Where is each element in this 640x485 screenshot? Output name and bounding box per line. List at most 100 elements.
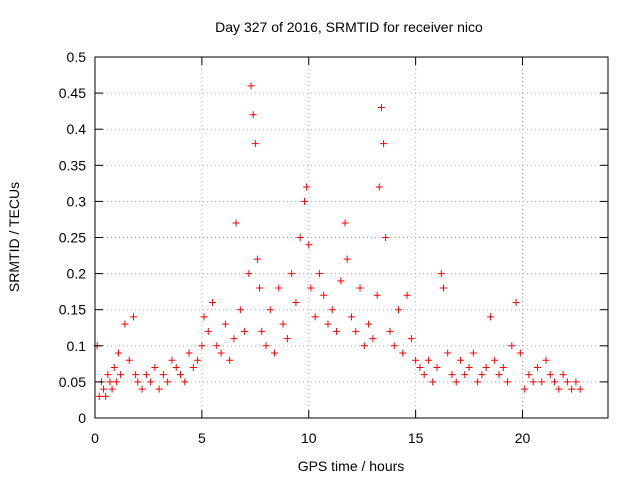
data-point [572,378,580,386]
data-point [469,349,477,357]
data-point [305,241,313,249]
grid [95,57,608,418]
data-point [538,378,546,386]
data-point [181,378,189,386]
data-point [296,234,304,241]
data-point [155,385,163,393]
data-point [482,363,490,371]
data-point [403,291,411,299]
data-point [132,371,140,379]
data-point [121,320,129,328]
data-point [348,313,355,321]
x-tick-label: 20 [515,430,531,446]
data-point [429,378,437,386]
data-point [266,306,274,314]
data-point [177,371,184,379]
data-point [303,183,311,191]
data-point [106,378,114,386]
data-point [236,306,244,314]
data-point [365,320,373,328]
data-point [134,378,142,386]
data-point [230,335,238,343]
data-point [525,371,533,379]
data-point [138,385,146,393]
data-point [142,371,150,379]
x-tick-label: 0 [91,430,99,446]
data-point [529,378,537,386]
data-point [217,349,225,357]
data-point [104,371,112,379]
data-point [200,313,208,321]
data-point [115,349,123,357]
data-point [320,291,328,299]
data-point [576,385,584,393]
data-point [386,327,394,335]
data-point [292,298,300,306]
data-point [424,356,432,364]
data-point [209,298,217,306]
data-point [499,363,507,371]
data-point [241,327,249,335]
data-point [185,349,193,357]
data-point [275,284,283,292]
x-tick-label: 5 [198,430,206,446]
data-point [478,371,486,379]
data-point [226,356,234,364]
data-point [437,270,445,278]
data-point [164,378,172,386]
data-point [151,363,159,371]
data-point [416,363,424,371]
data-point [559,371,567,379]
data-point [172,363,180,371]
data-point [251,140,259,148]
data-point [412,356,420,364]
data-point [533,363,541,371]
data-point [373,291,381,299]
data-point [542,356,550,364]
data-point [311,313,319,321]
y-tick-label: 0.35 [59,157,86,173]
data-point [279,320,287,328]
data-point [352,327,360,335]
y-tick-label: 0.15 [59,302,86,318]
data-point [343,255,351,263]
data-point [504,378,512,386]
data-point [380,140,388,148]
y-tick-label: 0.5 [67,49,87,65]
y-tick-label: 0.1 [67,338,87,354]
data-point [516,349,524,357]
data-point [283,335,291,343]
data-point [407,335,415,343]
chart-title: Day 327 of 2016, SRMTID for receiver nic… [215,19,483,35]
data-point [300,197,308,205]
data-point [369,335,377,343]
data-point [356,284,364,292]
data-point [457,356,465,364]
data-point [258,327,266,335]
y-axis-label: SRMTID / TECUs [6,182,22,292]
data-point [324,320,332,328]
data-point [194,356,202,364]
data-point [102,392,110,400]
y-tick-label: 0 [78,410,86,426]
data-point [448,371,456,379]
data-point [256,284,264,292]
data-point [204,327,212,335]
data-point [390,342,398,350]
data-point [360,342,368,350]
data-point [486,313,494,321]
data-point [465,363,473,371]
data-point [213,342,221,350]
data-point [474,378,482,386]
data-point [159,371,167,379]
y-tick-label: 0.45 [59,85,86,101]
data-point [491,356,499,364]
data-points [93,82,584,400]
data-point [112,378,120,386]
data-point [108,385,116,393]
data-point [568,385,576,393]
data-point [110,363,118,371]
data-point [433,363,441,371]
